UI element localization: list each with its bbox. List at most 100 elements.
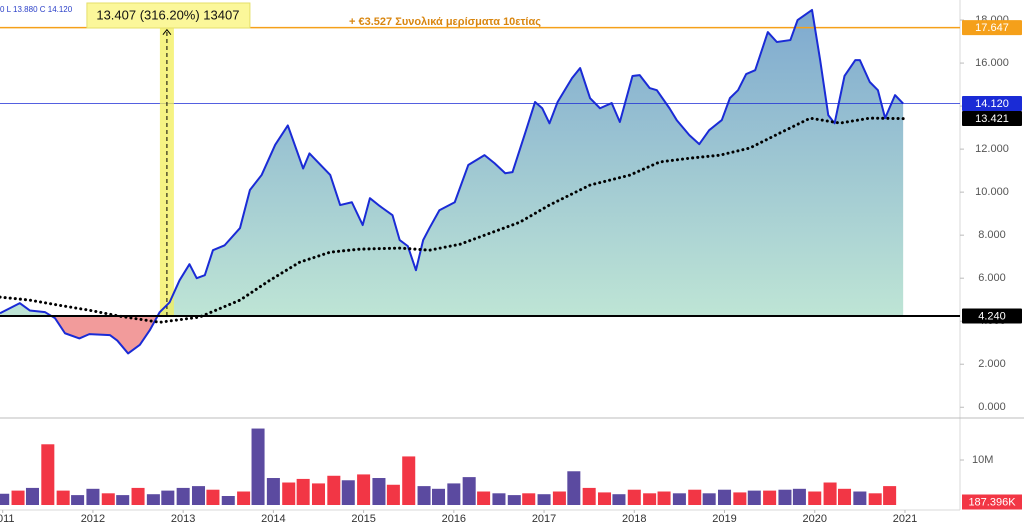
volume-bar <box>251 428 265 505</box>
volume-bar <box>357 474 371 505</box>
volume-badge <box>962 494 1022 510</box>
level-badge <box>962 20 1022 36</box>
volume-bar <box>131 487 145 505</box>
volume-bar <box>853 491 867 505</box>
volume-bar <box>296 478 310 505</box>
x-tick-label: 2020 <box>802 513 826 525</box>
volume-bar <box>237 491 251 505</box>
volume-bar <box>176 487 190 505</box>
volume-bar <box>868 493 882 505</box>
volume-bar <box>627 489 641 505</box>
volume-bar <box>25 487 39 505</box>
y-tick-label: 10.000 <box>975 186 1009 198</box>
volume-bar <box>56 490 70 505</box>
volume-bar <box>447 483 461 505</box>
moving-average-line <box>0 116 905 324</box>
volume-bar <box>552 491 566 505</box>
volume-bar <box>612 494 626 505</box>
volume-bar <box>808 491 822 505</box>
volume-bar <box>657 491 671 505</box>
price-line <box>0 8 904 355</box>
volume-bar <box>792 488 806 505</box>
level-badge <box>962 96 1022 112</box>
measure-band <box>159 27 174 317</box>
volume-bar <box>41 444 55 505</box>
y-tick-label: 0.000 <box>978 401 1006 413</box>
volume-bar <box>341 480 355 505</box>
annotation-label: 13.407 (316.20%) 13407 <box>96 7 239 22</box>
x-tick-label: 2012 <box>81 513 105 525</box>
volume-bar <box>747 490 761 505</box>
x-tick-label: 2015 <box>351 513 375 525</box>
volume-bar <box>477 491 491 505</box>
volume-bar <box>161 490 175 505</box>
volume-bar <box>733 492 747 505</box>
volume-bar <box>702 493 716 505</box>
volume-bar <box>582 487 596 505</box>
volume-bar <box>86 488 100 505</box>
level-badge-label: 14.120 <box>975 98 1009 110</box>
x-tick-label: 2016 <box>442 513 466 525</box>
annotation-box <box>86 2 251 29</box>
volume-bar <box>101 493 115 505</box>
x-tick-label: 2011 <box>0 513 15 525</box>
volume-bar <box>643 493 657 505</box>
volume-bar <box>837 488 852 505</box>
volume-bar <box>327 475 341 505</box>
x-tick-label: 2018 <box>622 513 646 525</box>
volume-badge-label: 187.396K <box>968 496 1016 508</box>
volume-bar <box>431 488 446 505</box>
area-above <box>0 9 904 317</box>
baseline-badge-label: 4.240 <box>978 310 1006 322</box>
volume-bar <box>402 456 416 505</box>
y-tick-label: 16.000 <box>975 57 1009 69</box>
volume-bar <box>717 489 732 505</box>
volume-bar <box>462 477 476 505</box>
level-badge-label: 17.647 <box>975 22 1009 34</box>
volume-bar <box>266 478 280 505</box>
volume-bar <box>386 484 400 505</box>
volume-bar <box>522 493 536 505</box>
volume-tick-label: 10M <box>972 454 993 466</box>
volume-bar <box>778 489 792 505</box>
volume-bar <box>492 493 506 505</box>
volume-bar <box>597 492 612 505</box>
x-tick-label: 2019 <box>712 513 736 525</box>
baseline-badge <box>962 308 1022 324</box>
volume-bar <box>763 490 777 505</box>
y-tick-label: 6.000 <box>978 272 1006 284</box>
volume-bar <box>146 494 160 505</box>
measure-arrow <box>162 28 172 35</box>
y-tick-label: 2.000 <box>978 358 1006 370</box>
volume-bar <box>116 495 130 505</box>
ma-badge-label: 13.421 <box>975 113 1009 125</box>
y-tick-label: 12.000 <box>975 143 1009 155</box>
area-below <box>0 316 904 354</box>
volume-bar <box>372 478 386 505</box>
x-tick-label: 2017 <box>532 513 556 525</box>
volume-bar <box>206 489 220 505</box>
volume-bar <box>537 494 551 505</box>
volume-bar <box>417 486 431 505</box>
x-tick-label: 2014 <box>261 513 285 525</box>
volume-bar <box>71 495 85 505</box>
volume-bar <box>567 471 581 505</box>
volume-bar <box>221 496 235 505</box>
x-tick-label: 2021 <box>893 513 917 525</box>
dividend-annotation: + €3.527 Συνολικά μερίσματα 10ετίας <box>349 16 541 28</box>
y-tick-label: 8.000 <box>978 229 1006 241</box>
volume-bar <box>823 482 837 505</box>
volume-bar <box>507 495 521 505</box>
volume-bar <box>11 490 25 505</box>
volume-bar <box>883 486 897 505</box>
volume-bar <box>282 482 296 505</box>
volume-bar <box>311 483 326 505</box>
ma-badge <box>962 111 1022 127</box>
volume-bar <box>688 489 702 505</box>
ohlc-legend: 0 L 13.880 C 14.120 <box>0 5 73 14</box>
x-tick-label: 2013 <box>171 513 195 525</box>
volume-bar <box>191 486 206 505</box>
volume-bar <box>0 493 10 505</box>
volume-bar <box>672 493 686 505</box>
